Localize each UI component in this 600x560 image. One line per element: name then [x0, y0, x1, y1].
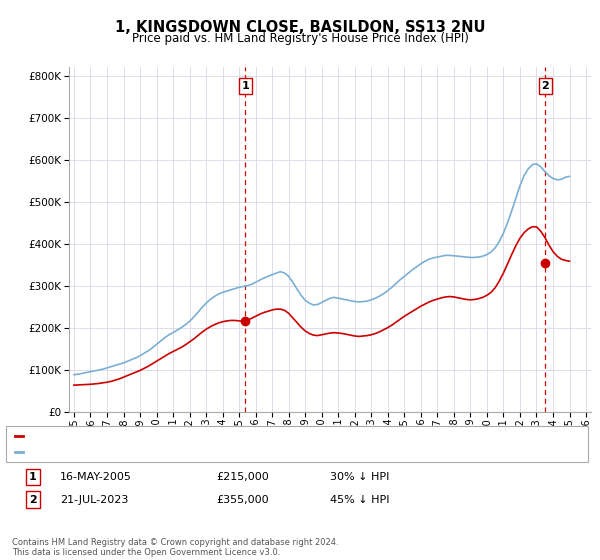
Text: Price paid vs. HM Land Registry's House Price Index (HPI): Price paid vs. HM Land Registry's House …	[131, 32, 469, 45]
Text: £215,000: £215,000	[216, 472, 269, 482]
Text: 16-MAY-2005: 16-MAY-2005	[60, 472, 132, 482]
Text: 45% ↓ HPI: 45% ↓ HPI	[330, 494, 389, 505]
Text: Contains HM Land Registry data © Crown copyright and database right 2024.
This d: Contains HM Land Registry data © Crown c…	[12, 538, 338, 557]
Text: 30% ↓ HPI: 30% ↓ HPI	[330, 472, 389, 482]
Text: 21-JUL-2023: 21-JUL-2023	[60, 494, 128, 505]
Text: 1: 1	[29, 472, 37, 482]
Text: 1: 1	[241, 81, 249, 91]
Text: £355,000: £355,000	[216, 494, 269, 505]
Text: HPI: Average price, detached house, Basildon: HPI: Average price, detached house, Basi…	[24, 447, 262, 457]
Text: 1, KINGSDOWN CLOSE, BASILDON, SS13 2NU: 1, KINGSDOWN CLOSE, BASILDON, SS13 2NU	[115, 20, 485, 35]
Text: 1, KINGSDOWN CLOSE, BASILDON, SS13 2NU (detached house): 1, KINGSDOWN CLOSE, BASILDON, SS13 2NU (…	[24, 431, 355, 441]
Text: 2: 2	[29, 494, 37, 505]
Text: 2: 2	[542, 81, 549, 91]
